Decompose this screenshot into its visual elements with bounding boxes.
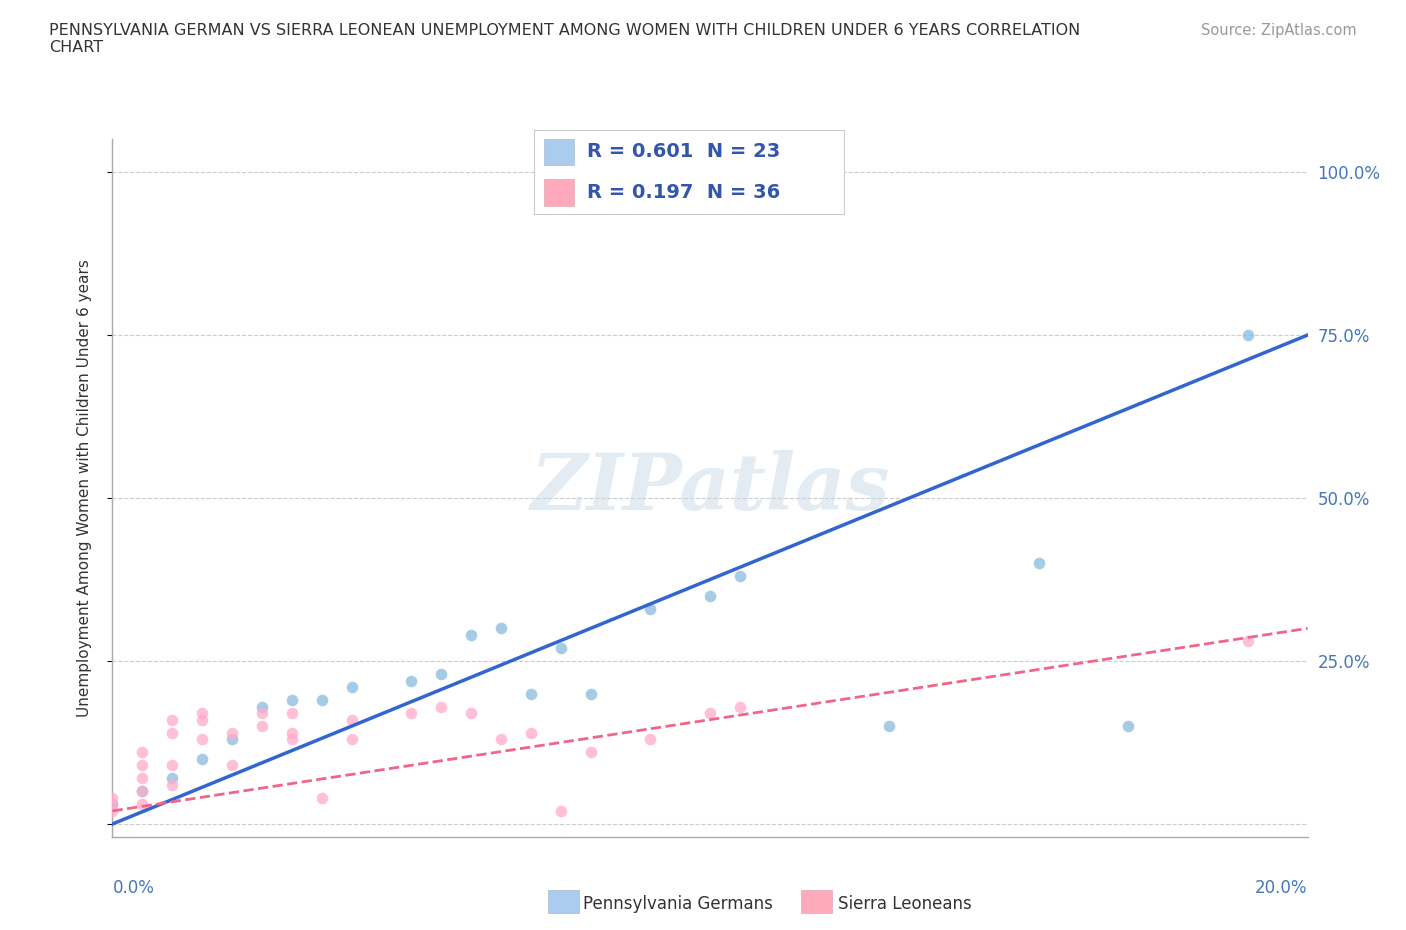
Text: Source: ZipAtlas.com: Source: ZipAtlas.com <box>1201 23 1357 38</box>
Point <box>579 686 602 701</box>
Point <box>131 784 153 799</box>
Text: Pennsylvania Germans: Pennsylvania Germans <box>583 895 773 913</box>
Text: Sierra Leoneans: Sierra Leoneans <box>838 895 972 913</box>
Point <box>489 732 512 747</box>
Point <box>191 732 214 747</box>
Point <box>1028 556 1050 571</box>
Point <box>221 758 243 773</box>
Point <box>131 745 153 760</box>
Point <box>550 641 572 656</box>
Point <box>460 628 482 643</box>
Point <box>699 706 721 721</box>
Point <box>131 797 153 812</box>
Point <box>340 712 363 727</box>
Point <box>101 804 124 818</box>
Text: 20.0%: 20.0% <box>1256 879 1308 897</box>
Point <box>430 667 453 682</box>
Point <box>191 706 214 721</box>
Point <box>162 758 183 773</box>
Point <box>699 589 721 604</box>
Point <box>520 725 543 740</box>
Point <box>101 790 124 805</box>
Point <box>250 706 273 721</box>
Text: PENNSYLVANIA GERMAN VS SIERRA LEONEAN UNEMPLOYMENT AMONG WOMEN WITH CHILDREN UND: PENNSYLVANIA GERMAN VS SIERRA LEONEAN UN… <box>49 23 1080 38</box>
FancyBboxPatch shape <box>544 179 575 206</box>
Point <box>221 725 243 740</box>
Point <box>550 804 572 818</box>
Point <box>728 569 751 584</box>
Text: ZIPatlas: ZIPatlas <box>530 450 890 526</box>
Text: 0.0%: 0.0% <box>112 879 155 897</box>
Point <box>460 706 482 721</box>
Point <box>340 680 363 695</box>
Point <box>281 693 304 708</box>
Text: CHART: CHART <box>49 40 103 55</box>
Point <box>401 706 423 721</box>
Point <box>131 784 153 799</box>
Point <box>281 706 304 721</box>
Text: R = 0.197  N = 36: R = 0.197 N = 36 <box>586 182 780 202</box>
Point <box>1118 719 1140 734</box>
Point <box>162 777 183 792</box>
Point <box>101 797 124 812</box>
FancyBboxPatch shape <box>544 139 575 166</box>
Point <box>250 719 273 734</box>
Point <box>520 686 543 701</box>
Point <box>191 751 214 766</box>
Point <box>1237 327 1260 342</box>
Point <box>489 621 512 636</box>
Point <box>101 797 124 812</box>
Point <box>131 771 153 786</box>
Point <box>638 602 662 617</box>
Point <box>877 719 901 734</box>
Point <box>131 758 153 773</box>
Point <box>638 732 662 747</box>
Point <box>221 732 243 747</box>
Point <box>162 725 183 740</box>
Point <box>162 712 183 727</box>
Point <box>340 732 363 747</box>
Point <box>162 771 183 786</box>
Point <box>579 745 602 760</box>
Y-axis label: Unemployment Among Women with Children Under 6 years: Unemployment Among Women with Children U… <box>77 259 91 717</box>
Point <box>430 699 453 714</box>
Point <box>191 712 214 727</box>
Point <box>281 732 304 747</box>
Point <box>1237 634 1260 649</box>
Point <box>311 790 333 805</box>
Point <box>401 673 423 688</box>
Point <box>250 699 273 714</box>
Point <box>281 725 304 740</box>
Text: R = 0.601  N = 23: R = 0.601 N = 23 <box>586 142 780 162</box>
Point <box>728 699 751 714</box>
Point <box>311 693 333 708</box>
